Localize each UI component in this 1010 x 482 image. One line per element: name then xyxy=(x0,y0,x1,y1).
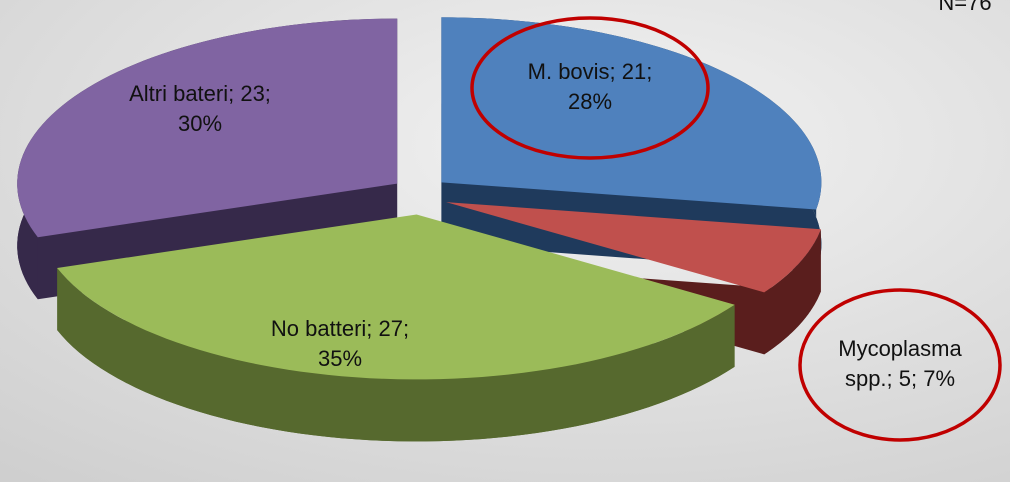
data-label: No batteri; 27; xyxy=(271,316,409,341)
slice-top xyxy=(57,214,735,380)
slice xyxy=(57,214,735,442)
slice-wall xyxy=(57,268,735,442)
highlight-circle xyxy=(470,16,710,160)
data-label: Altri bateri; 23; xyxy=(129,81,271,106)
data-label: M. bovis; 21; xyxy=(528,59,653,84)
highlight-circle xyxy=(798,288,1002,442)
data-label: spp.; 5; 7% xyxy=(845,366,955,391)
slice-wall xyxy=(764,229,821,355)
data-label: 35% xyxy=(318,346,362,371)
data-label: 28% xyxy=(568,89,612,114)
annotation: N=76 xyxy=(938,0,991,15)
slice-top xyxy=(441,17,822,210)
slice-top xyxy=(446,202,821,293)
slice-top xyxy=(17,18,398,238)
data-label: 30% xyxy=(178,111,222,136)
data-label: Mycoplasma xyxy=(838,336,962,361)
